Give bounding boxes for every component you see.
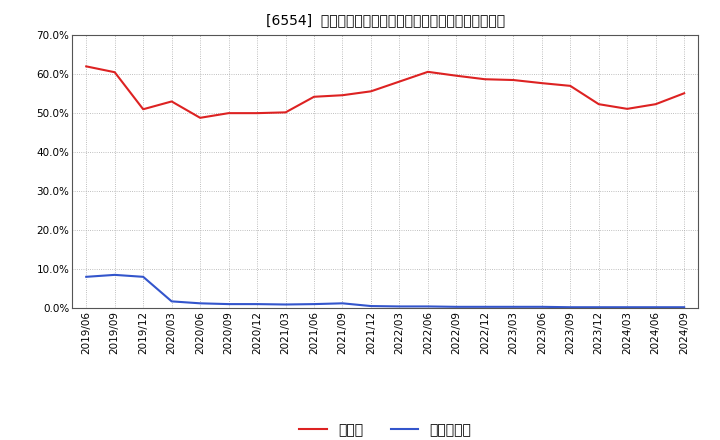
有利子負債 bbox=[225, 301, 233, 307]
現預金 bbox=[82, 64, 91, 69]
現預金 bbox=[537, 81, 546, 86]
有利子負債 bbox=[452, 304, 461, 309]
現預金 bbox=[110, 70, 119, 75]
現預金 bbox=[196, 115, 204, 121]
有利子負債 bbox=[537, 304, 546, 309]
有利子負債 bbox=[395, 304, 404, 309]
有利子負債 bbox=[196, 301, 204, 306]
有利子負債 bbox=[310, 301, 318, 307]
有利子負債 bbox=[139, 274, 148, 279]
現預金 bbox=[423, 69, 432, 74]
有利子負債 bbox=[338, 301, 347, 306]
有利子負債 bbox=[652, 304, 660, 310]
現預金 bbox=[395, 79, 404, 84]
現預金 bbox=[452, 73, 461, 78]
現預金 bbox=[566, 83, 575, 88]
現預金 bbox=[338, 92, 347, 98]
有利子負債 bbox=[110, 272, 119, 278]
有利子負債 bbox=[366, 304, 375, 309]
有利子負債 bbox=[253, 301, 261, 307]
有利子負債 bbox=[423, 304, 432, 309]
現預金 bbox=[366, 89, 375, 94]
有利子負債 bbox=[595, 304, 603, 310]
現預金 bbox=[595, 102, 603, 107]
現預金 bbox=[480, 77, 489, 82]
有利子負債 bbox=[566, 304, 575, 310]
Line: 現預金: 現預金 bbox=[86, 66, 684, 118]
Line: 有利子負債: 有利子負債 bbox=[86, 275, 684, 307]
有利子負債 bbox=[680, 304, 688, 310]
有利子負債 bbox=[167, 299, 176, 304]
有利子負債 bbox=[82, 274, 91, 279]
Title: [6554]  現預金、有利子負債の総資産に対する比率の推移: [6554] 現預金、有利子負債の総資産に対する比率の推移 bbox=[266, 13, 505, 27]
現預金 bbox=[253, 110, 261, 116]
現預金 bbox=[282, 110, 290, 115]
現預金 bbox=[623, 106, 631, 111]
有利子負債 bbox=[480, 304, 489, 309]
現預金 bbox=[680, 91, 688, 96]
有利子負債 bbox=[282, 302, 290, 307]
有利子負債 bbox=[623, 304, 631, 310]
有利子負債 bbox=[509, 304, 518, 309]
現預金 bbox=[225, 110, 233, 116]
現預金 bbox=[509, 77, 518, 83]
現預金 bbox=[310, 94, 318, 99]
現預金 bbox=[167, 99, 176, 104]
Legend: 現預金, 有利子負債: 現預金, 有利子負債 bbox=[293, 418, 477, 440]
現預金 bbox=[652, 102, 660, 107]
現預金 bbox=[139, 106, 148, 112]
